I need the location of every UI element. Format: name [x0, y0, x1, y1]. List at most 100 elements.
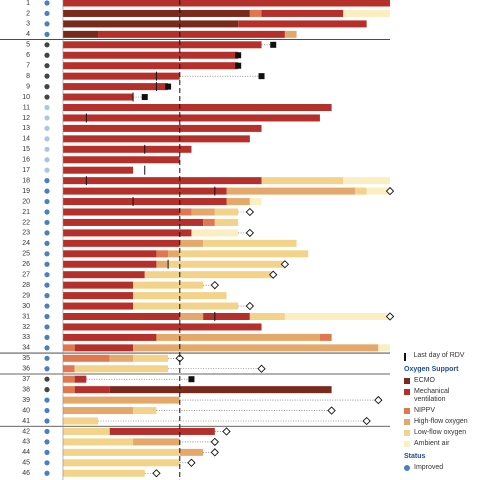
status-dot — [44, 345, 50, 351]
row-label: 40 — [22, 407, 30, 414]
support-segment — [63, 386, 75, 394]
row-label: 29 — [22, 292, 30, 299]
row-label: 36 — [22, 366, 30, 373]
support-segment — [284, 30, 297, 38]
support-segment — [63, 114, 320, 122]
row-label: 13 — [22, 125, 30, 132]
legend-item: Mechanical ventilation — [404, 388, 478, 404]
legend-swatch — [404, 389, 410, 395]
support-segment — [63, 313, 180, 320]
support-segment — [63, 354, 110, 362]
support-segment — [63, 438, 134, 446]
discharge-marker — [245, 228, 255, 238]
support-segment — [261, 9, 344, 17]
death-marker — [235, 62, 242, 69]
legend-label: NIPPV — [414, 407, 436, 414]
support-segment — [354, 187, 367, 195]
status-dot — [44, 407, 50, 414]
support-segment — [63, 448, 180, 456]
status-dot — [44, 104, 50, 111]
status-dot — [44, 10, 50, 17]
status-dot — [44, 157, 50, 163]
support-segment — [63, 9, 250, 17]
death-marker — [258, 73, 265, 80]
row-label: 3 — [26, 21, 30, 28]
support-segment — [179, 448, 204, 456]
discharge-marker — [210, 437, 219, 447]
support-segment — [63, 260, 157, 268]
legend-item: Last day of RDV — [404, 352, 478, 361]
row-label: 20 — [22, 198, 30, 205]
discharge-marker — [327, 406, 336, 415]
support-segment — [74, 365, 169, 373]
support-segment — [63, 302, 134, 310]
row-label: 30 — [22, 303, 30, 310]
status-dot — [44, 376, 50, 382]
row-label: 23 — [22, 230, 30, 237]
support-segment — [109, 354, 134, 362]
legend-label: High-flow oxygen — [414, 418, 468, 425]
discharge-marker — [385, 186, 395, 196]
status-dot — [44, 188, 50, 194]
row-label: 46 — [22, 470, 30, 477]
legend-swatch — [404, 419, 410, 425]
legend-item: ECMO — [404, 377, 478, 385]
row-label: 33 — [22, 334, 30, 341]
support-segment — [203, 313, 250, 320]
death-marker — [165, 83, 172, 90]
row-label: 26 — [22, 261, 30, 268]
row-label: 35 — [22, 355, 30, 362]
support-segment — [179, 313, 204, 320]
support-segment — [63, 72, 180, 80]
support-segment — [63, 51, 239, 59]
legend: Last day of RDV Oxygen Support ECMO Mechani… — [404, 349, 478, 475]
legend-label: Improved — [414, 464, 444, 471]
support-segment — [191, 208, 215, 216]
support-segment — [203, 239, 297, 247]
support-segment — [249, 313, 285, 320]
support-segment — [63, 208, 180, 216]
support-segment — [156, 260, 169, 268]
support-segment — [63, 93, 134, 101]
support-segment — [63, 0, 390, 7]
status-dot — [44, 52, 50, 58]
status-dot — [44, 366, 50, 372]
row-label: 37 — [22, 376, 30, 383]
discharge-marker — [210, 448, 219, 457]
status-dot — [44, 209, 50, 215]
discharge-marker — [269, 270, 278, 279]
support-segment — [63, 135, 250, 143]
row-label: 16 — [22, 157, 30, 164]
support-segment — [191, 229, 239, 237]
support-segment — [63, 198, 227, 206]
row-label: 28 — [22, 282, 30, 289]
support-segment — [63, 124, 262, 132]
support-segment — [366, 187, 390, 195]
support-segment — [179, 208, 192, 216]
row-label: 34 — [22, 345, 30, 352]
row-label: 12 — [22, 115, 30, 122]
support-segment — [214, 218, 239, 226]
legend-swatch — [404, 408, 410, 414]
legend-title: Oxygen Support — [404, 366, 459, 373]
status-dot — [44, 355, 50, 361]
status-dot — [44, 115, 50, 121]
row-label: 43 — [22, 439, 30, 446]
legend-swatch — [404, 378, 410, 384]
status-dot — [44, 42, 50, 48]
support-segment — [133, 302, 239, 310]
support-segment — [98, 30, 285, 38]
status-dot — [44, 31, 50, 37]
support-segment — [133, 292, 227, 300]
support-segment — [63, 323, 262, 331]
status-dot — [44, 94, 50, 100]
row-label: 44 — [22, 449, 30, 456]
support-segment — [226, 187, 355, 195]
discharge-marker — [152, 469, 161, 478]
death-marker — [141, 94, 148, 101]
status-dot — [44, 313, 50, 320]
support-segment — [63, 166, 134, 174]
status-dot — [44, 293, 50, 299]
support-segment — [156, 333, 320, 341]
